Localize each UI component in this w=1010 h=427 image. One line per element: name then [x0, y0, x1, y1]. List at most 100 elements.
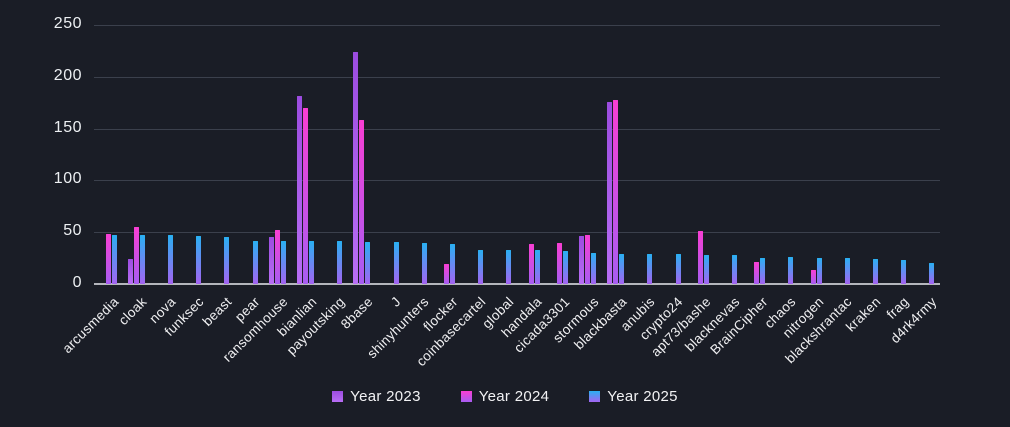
bar-year-2025-coinbasecartel: [478, 249, 484, 284]
bar-year-2025-handala: [534, 249, 540, 284]
bar-group-frag: [884, 260, 912, 284]
bar-group-blackshrantac: [827, 258, 855, 284]
bar-year-2023-ransomhouse: [268, 237, 274, 284]
bar-slot: [196, 236, 202, 284]
bar-group-nova: [150, 235, 178, 284]
bar-slot: [268, 237, 274, 284]
bar-year-2025-global: [506, 249, 512, 284]
bar-group-d4rk4rmy: [912, 263, 940, 284]
bar-year-2025-nitrogen: [816, 258, 822, 284]
bar-slot: [788, 257, 794, 284]
bar-group-chaos: [771, 257, 799, 284]
y-axis-label-0: 0: [72, 274, 82, 291]
y-axis-label-150: 150: [53, 118, 82, 136]
bar-slot: [353, 51, 359, 284]
gridline-250: [94, 25, 940, 26]
bar-year-2023-8base: [353, 51, 359, 284]
bar-group-handala: [517, 243, 545, 284]
legend-swatch-year-2023: [332, 391, 344, 402]
bar-slot: [810, 269, 816, 284]
bar-group-BrainCipher: [743, 258, 771, 284]
bar-year-2023-blackbasta: [607, 101, 613, 284]
bar-slot: [754, 262, 760, 284]
bar-year-2025-d4rk4rmy: [929, 263, 935, 284]
bar-slot: [167, 235, 173, 284]
bar-year-2025-BrainCipher: [760, 258, 766, 284]
bar-group-bianlian: [291, 96, 319, 284]
bar-slot: [421, 242, 427, 284]
bar-slot: [619, 253, 625, 284]
bar-slot: [308, 240, 314, 284]
bar-slot: [478, 249, 484, 284]
bar-slot: [901, 260, 907, 284]
bar-year-2025-ransomhouse: [280, 240, 286, 284]
bar-group-nitrogen: [799, 258, 827, 284]
bar-slot: [562, 250, 568, 284]
bar-slot: [872, 259, 878, 284]
legend-swatch-year-2025: [589, 391, 601, 402]
bar-group-crypto24: [658, 253, 686, 284]
gridline-150: [94, 128, 940, 130]
bar-slot: [506, 249, 512, 284]
bar-year-2025-blackshrantac: [844, 258, 850, 284]
y-axis-label-100: 100: [53, 170, 82, 188]
bar-slot: [296, 96, 302, 284]
bar-slot: [449, 243, 455, 284]
bar-year-2025-crypto24: [675, 253, 681, 284]
bar-group-shinyhunters: [404, 242, 432, 284]
bar-year-2024-apt73/bashe: [697, 231, 703, 284]
bar-slot: [365, 241, 371, 284]
bar-slot: [675, 253, 681, 284]
bar-slot: [443, 264, 449, 284]
legend-item-year-2025: Year 2025: [589, 388, 678, 405]
bar-slot: [584, 235, 590, 284]
bar-year-2025-blackbasta: [619, 253, 625, 284]
legend-swatch-year-2024: [460, 391, 472, 402]
bar-year-2025-bianlian: [308, 240, 314, 284]
bar-year-2025-cloak: [139, 235, 145, 284]
bar-year-2024-cloak: [133, 227, 139, 284]
bar-year-2025-frag: [901, 260, 907, 284]
bar-slot: [252, 240, 258, 284]
bar-group-pear: [235, 240, 263, 284]
bar-slot: [697, 231, 703, 284]
bar-year-2024-BrainCipher: [754, 262, 760, 284]
bar-slot: [534, 249, 540, 284]
bar-year-2024-nitrogen: [810, 269, 816, 284]
bar-slot: [607, 101, 613, 284]
legend-item-year-2024: Year 2024: [460, 388, 550, 405]
bar-group-apt73/bashe: [686, 231, 714, 284]
legend: Year 2023 Year 2024 Year 2025: [0, 388, 1010, 405]
bar-slot: [844, 258, 850, 284]
bar-slot: [578, 236, 584, 284]
bar-slot: [224, 237, 230, 284]
bar-year-2025-payoutsking: [337, 240, 343, 284]
bar-year-2025-flocker: [449, 243, 455, 284]
bar-year-2025-blacknevas: [731, 255, 737, 284]
bar-year-2025-cicada3301: [562, 250, 568, 284]
bar-year-2025-J: [393, 241, 399, 284]
gridline-100: [94, 180, 940, 182]
bar-year-2024-ransomhouse: [274, 230, 280, 284]
bar-year-2024-blackbasta: [613, 99, 619, 284]
bar-slot: [590, 252, 596, 284]
bar-slot: [731, 255, 737, 284]
bar-slot: [302, 107, 308, 284]
bar-group-kraken: [855, 259, 883, 284]
bar-year-2024-arcusmedia: [105, 234, 111, 284]
bar-year-2023-bianlian: [296, 96, 302, 284]
bar-slot: [359, 120, 365, 284]
bar-group-stormous: [573, 235, 601, 284]
bar-slot: [393, 241, 399, 284]
bar-slot: [337, 240, 343, 284]
bar-year-2024-8base: [359, 120, 365, 284]
bar-slot: [528, 243, 534, 284]
gridline-200: [94, 76, 940, 78]
bar-slot: [703, 255, 709, 284]
legend-label-year-2024: Year 2024: [478, 388, 550, 405]
y-axis-label-250: 250: [53, 15, 82, 32]
bar-year-2024-bianlian: [302, 107, 308, 284]
bar-slot: [133, 227, 139, 284]
bar-year-2024-stormous: [584, 235, 590, 284]
y-axis-label-200: 200: [53, 66, 82, 84]
